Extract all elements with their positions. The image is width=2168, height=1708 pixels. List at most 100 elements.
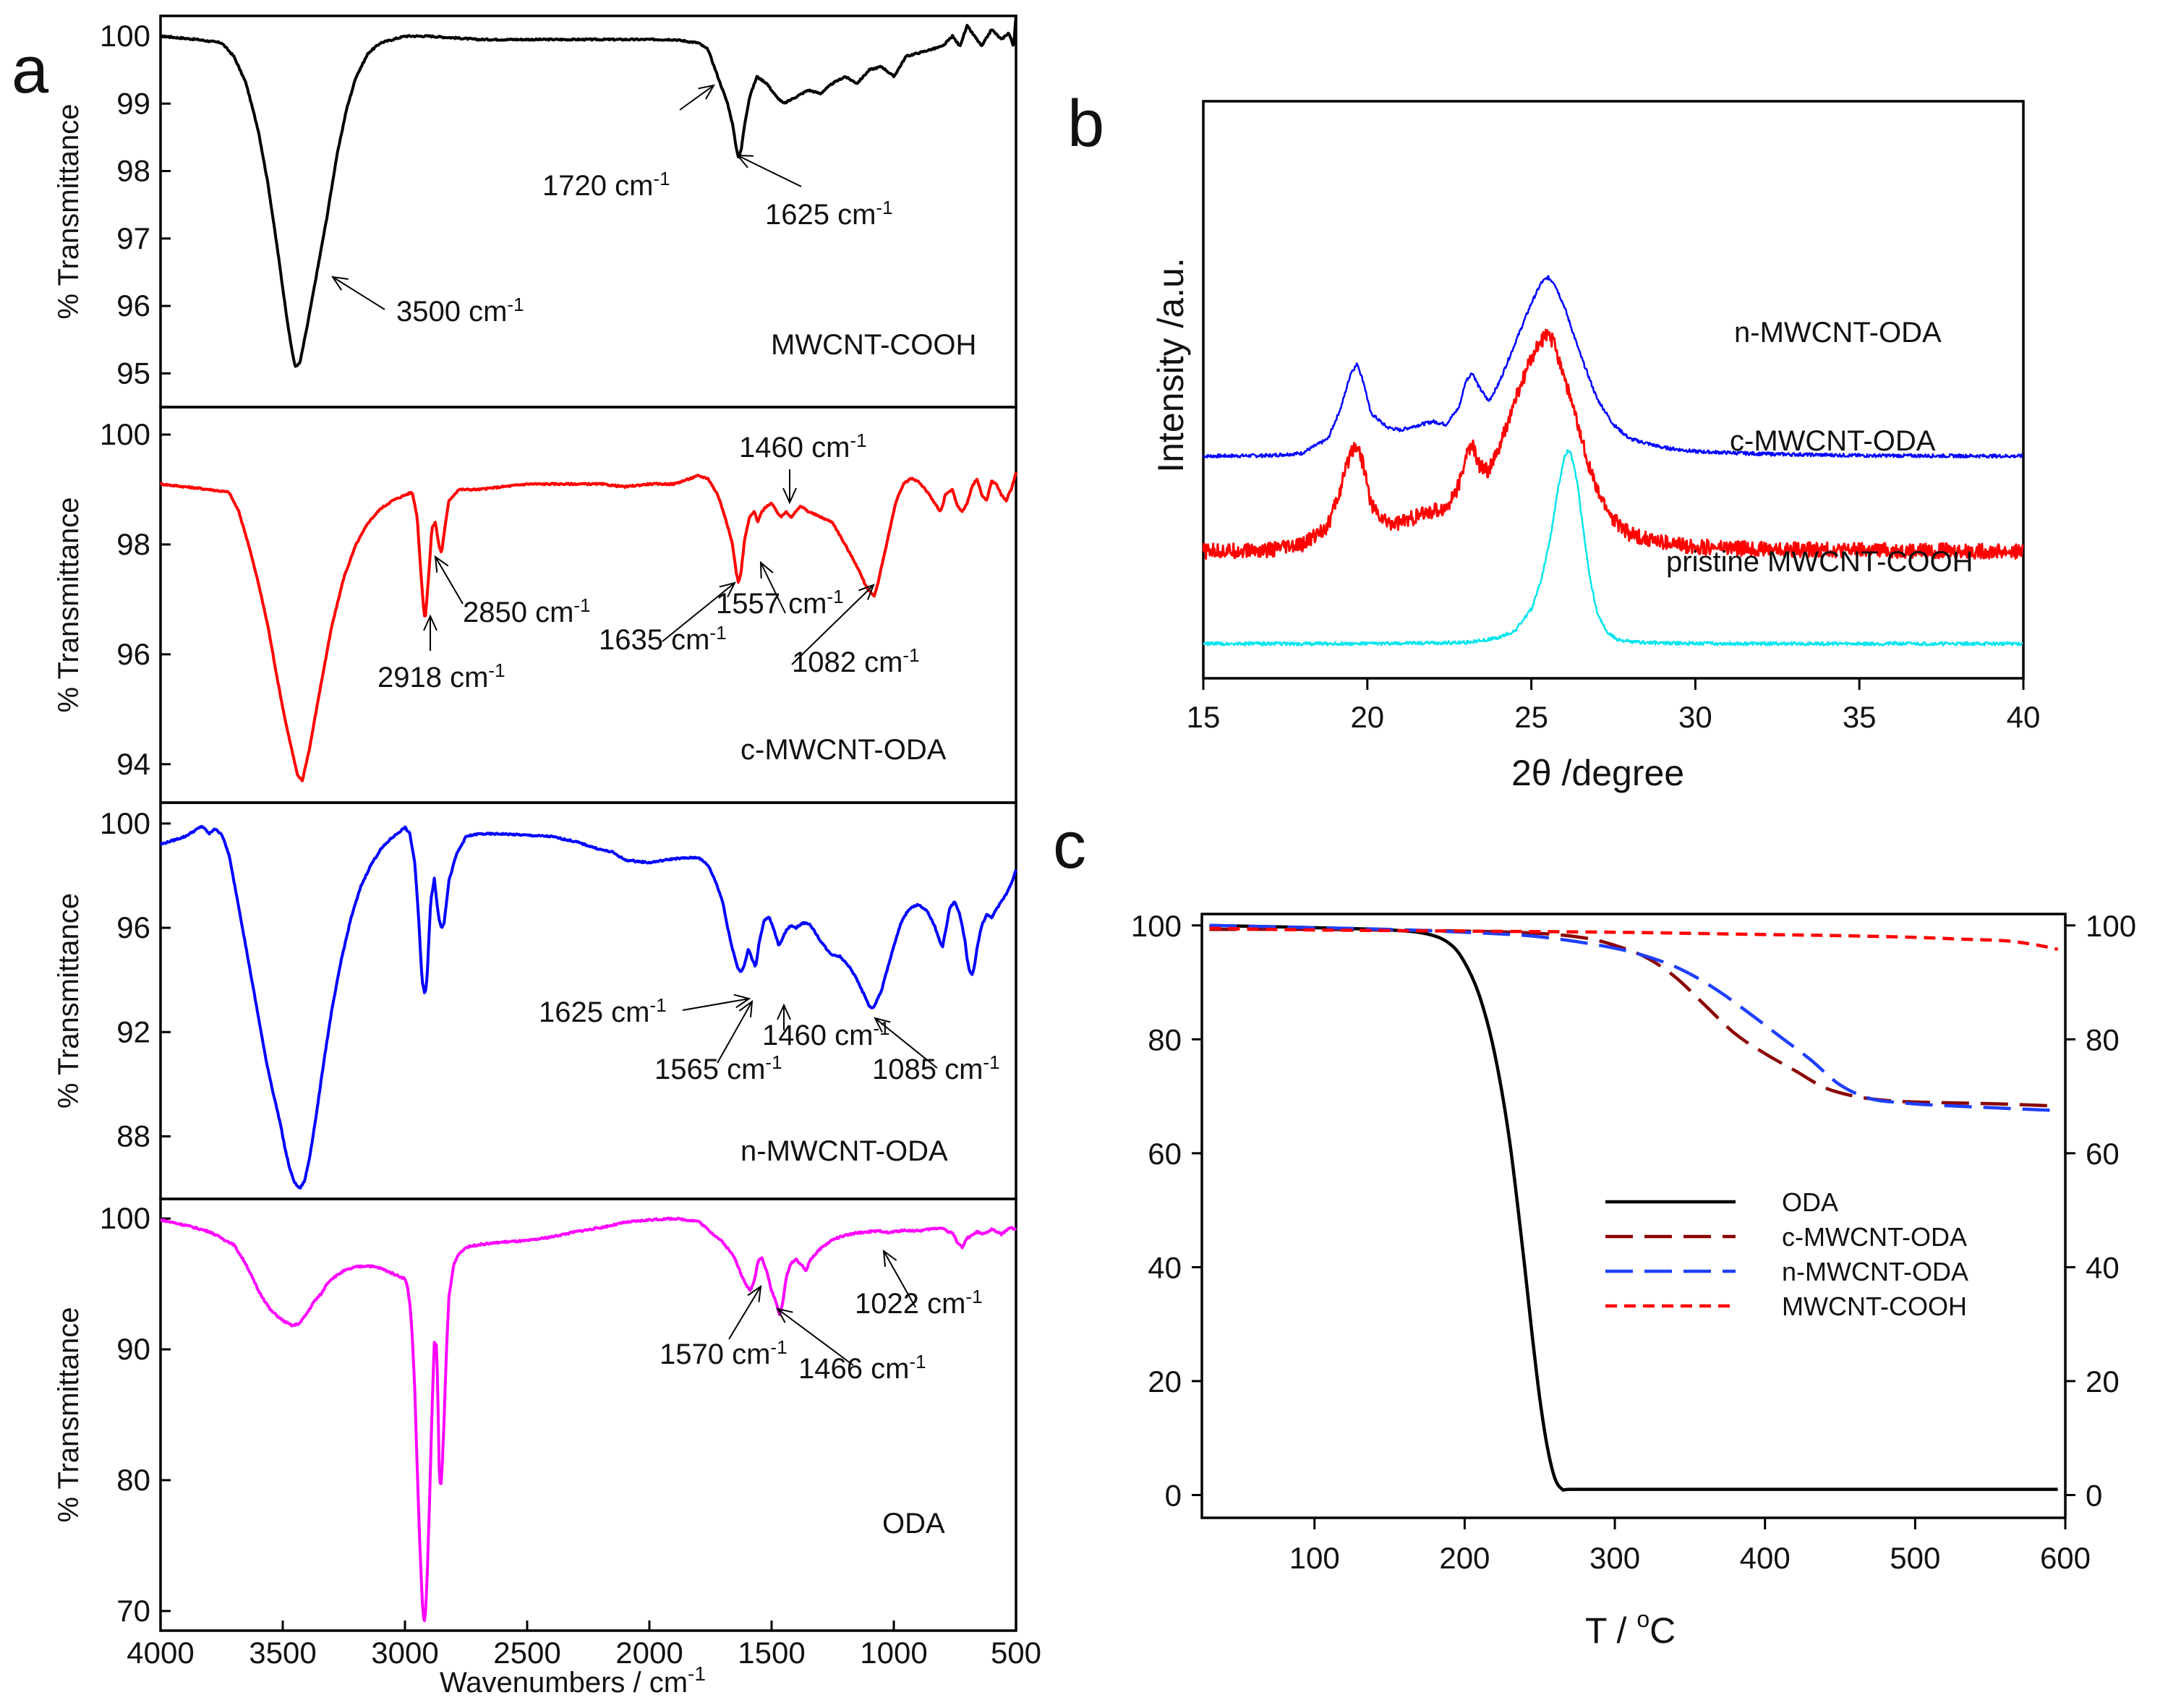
- xrd-xtick-label: 35: [1843, 700, 1877, 734]
- ftir-annotation-8-text: 1082 cm-1: [792, 644, 920, 678]
- ftir-panel: 95 96 97 98 99 100 % Transmittance MWCNT-COOH 9…: [53, 14, 1041, 1699]
- ftir-ytick-label: 94: [116, 747, 150, 781]
- tga-curve-mwcnt-cooh: [1209, 926, 2059, 952]
- ftir-sample-label: c-MWCNT-ODA: [741, 734, 947, 766]
- xrd-series: [1202, 275, 2024, 646]
- ftir-annotation-2: 3500 cm-1: [330, 276, 524, 328]
- ftir-annotation-2-arrow-line: [332, 276, 385, 310]
- ftir-y-axis-label: % Transmittance: [53, 498, 85, 713]
- ftir-annotation-15-text: 1466 cm-1: [798, 1351, 926, 1385]
- panel-label-b: b: [1067, 87, 1104, 161]
- ftir-annotation-15: 1466 cm-1: [776, 1307, 926, 1385]
- ftir-annotation-3-text: 1460 cm-1: [739, 430, 867, 464]
- ftir-annotation-12-text: 1085 cm-1: [872, 1051, 1000, 1085]
- ftir-annotation-6: 1635 cm-1: [599, 581, 736, 656]
- xrd-label-c-mwcnt-oda: c-MWCNT-ODA: [1730, 425, 1936, 457]
- ftir-ytick-label: 98: [116, 527, 150, 561]
- ftir-annotation-14: 1570 cm-1: [660, 1284, 788, 1370]
- ftir-ytick-label: 96: [116, 910, 150, 944]
- xrd-x-axis-label: 2θ /degree: [1511, 753, 1684, 793]
- ftir-annotation-6-arrow-head: [719, 581, 736, 598]
- ftir-annotation-5-arrow-head: [423, 614, 438, 631]
- ftir-xtick-label: 2500: [493, 1636, 560, 1670]
- tga-curve-n-mwcnt-oda: [1209, 923, 2058, 1113]
- tga-xtick-label: 100: [1289, 1541, 1340, 1575]
- ftir-xtick-label: 500: [991, 1636, 1041, 1670]
- ftir-curve-c-mwcnt-oda: [159, 471, 1017, 782]
- ftir-annotation-15-arrow-head: [776, 1307, 793, 1323]
- ftir-ytick-label: 88: [116, 1119, 150, 1153]
- xrd-curve-n-mwcnt-oda: [1203, 275, 2023, 459]
- ftir-ytick-label: 100: [100, 1201, 150, 1235]
- tga-curve-oda: [1209, 923, 2058, 1492]
- ftir-annotation-8-arrow-head: [858, 584, 875, 600]
- ftir-annotation-7: 1557 cm-1: [716, 560, 844, 620]
- panel-label-a: a: [12, 33, 49, 107]
- ftir-annotation-12-arrow-head: [874, 1017, 891, 1033]
- ftir-sample-label: n-MWCNT-ODA: [741, 1135, 948, 1167]
- ftir-annotation-11-arrow-head: [738, 999, 754, 1017]
- ftir-y-axis-label: % Transmittance: [53, 104, 85, 320]
- ftir-annotation-13: 1022 cm-1: [855, 1249, 983, 1320]
- ftir-annotation-14-arrow-line: [728, 1286, 761, 1340]
- ftir-annotation-4-text: 2850 cm-1: [463, 594, 591, 628]
- ftir-annotation-3-arrow-head: [782, 487, 797, 505]
- ftir-annotation-4-arrow-line: [435, 556, 464, 605]
- xrd-label-pristine-mwcnt-cooh: pristine MWCNT-COOH: [1666, 546, 1973, 578]
- ftir-annotation-7-text: 1557 cm-1: [716, 586, 844, 620]
- tga-xtick-label: 600: [2040, 1541, 2091, 1575]
- ftir-ytick-label: 100: [100, 19, 150, 53]
- xrd-xtick-label: 40: [2007, 700, 2041, 734]
- xrd-xtick-label: 25: [1514, 700, 1548, 734]
- ftir-annotation-8: 1082 cm-1: [791, 584, 920, 678]
- ftir-ytick-label: 97: [116, 221, 150, 255]
- ftir-curve-mwcnt-cooh: [160, 14, 1017, 368]
- ftir-annotation-12: 1085 cm-1: [872, 1017, 1000, 1085]
- ftir-annotation-15-arrow-line: [777, 1308, 854, 1366]
- ftir-annotation-13-arrow-line: [883, 1250, 916, 1308]
- ftir-annotation-0-text: 1720 cm-1: [542, 168, 670, 202]
- ftir-annotation-10-arrow-head: [777, 1003, 791, 1020]
- ftir-subplot-mwcnt-cooh: 95 96 97 98 99 100 % Transmittance MWCNT-COOH: [53, 14, 1017, 409]
- ftir-annotation-11-text: 1565 cm-1: [654, 1051, 782, 1085]
- ftir-annotation-5: 2918 cm-1: [377, 614, 505, 693]
- tga-legend-label: c-MWCNT-ODA: [1782, 1222, 1967, 1252]
- tga-xtick-label: 200: [1439, 1541, 1490, 1575]
- xrd-panel: 15 20 25 30 35 40 2θ /degree Intensity /a.u. …: [1151, 100, 2041, 793]
- ftir-ytick-label: 96: [116, 289, 150, 323]
- panel-label-c: c: [1053, 808, 1086, 882]
- ftir-sample-label: ODA: [882, 1508, 945, 1540]
- ftir-ytick-label: 90: [116, 1332, 150, 1366]
- tga-ytick-label-right: 20: [2086, 1365, 2120, 1399]
- ftir-subplot-n-mwcnt-oda: 88 92 96 100 % Transmittance n-MWCNT-ODA: [53, 801, 1017, 1200]
- ftir-ytick-label: 100: [100, 806, 150, 840]
- xrd-label-n-mwcnt-oda: n-MWCNT-ODA: [1734, 317, 1942, 349]
- ftir-annotation-11-arrow-line: [717, 1001, 753, 1064]
- ftir-annotation-13-arrow-head: [882, 1249, 897, 1267]
- tga-ytick-label-left: 0: [1165, 1478, 1182, 1512]
- tga-x-axis-label: T / oC: [1585, 1606, 1676, 1651]
- tga-ytick-label-left: 100: [1131, 909, 1182, 943]
- ftir-annotation-14-text: 1570 cm-1: [660, 1336, 788, 1370]
- ftir-x-ticks: 4000 3500 3000 2500 2000 1500 1000 500: [127, 1621, 1041, 1670]
- ftir-annotation-1-text: 1625 cm-1: [765, 197, 893, 231]
- xrd-plot-frame: [1202, 100, 2025, 680]
- ftir-annotation-10-text: 1460 cm-1: [762, 1017, 890, 1051]
- tga-legend-label: n-MWCNT-ODA: [1782, 1257, 1968, 1286]
- tga-ytick-label-right: 40: [2086, 1250, 2120, 1284]
- ftir-ytick-label: 70: [116, 1594, 150, 1628]
- ftir-annotation-12-arrow-line: [874, 1017, 938, 1069]
- tga-ytick-label-right: 0: [2086, 1478, 2102, 1512]
- xrd-xtick-label: 15: [1187, 700, 1221, 734]
- ftir-ytick-label: 98: [116, 154, 150, 188]
- xrd-curve-pristine-mwcnt-cooh: [1203, 448, 2023, 646]
- ftir-ytick-label: 92: [116, 1015, 150, 1049]
- xrd-curve-c-mwcnt-oda: [1202, 328, 2024, 560]
- ftir-annotation-4: 2850 cm-1: [434, 555, 591, 628]
- xrd-y-axis-label: Intensity /a.u.: [1151, 257, 1191, 472]
- ftir-annotation-10: 1460 cm-1: [762, 1003, 890, 1051]
- ftir-annotation-9-arrow-line: [682, 998, 750, 1011]
- ftir-ytick-label: 80: [116, 1463, 150, 1497]
- ftir-annotation-0-arrow-head: [698, 84, 715, 100]
- tga-panel: 100 200 300 400 500 600 0 0 20 20 40 40 60 60 80 80 100 1…: [1131, 909, 2136, 1651]
